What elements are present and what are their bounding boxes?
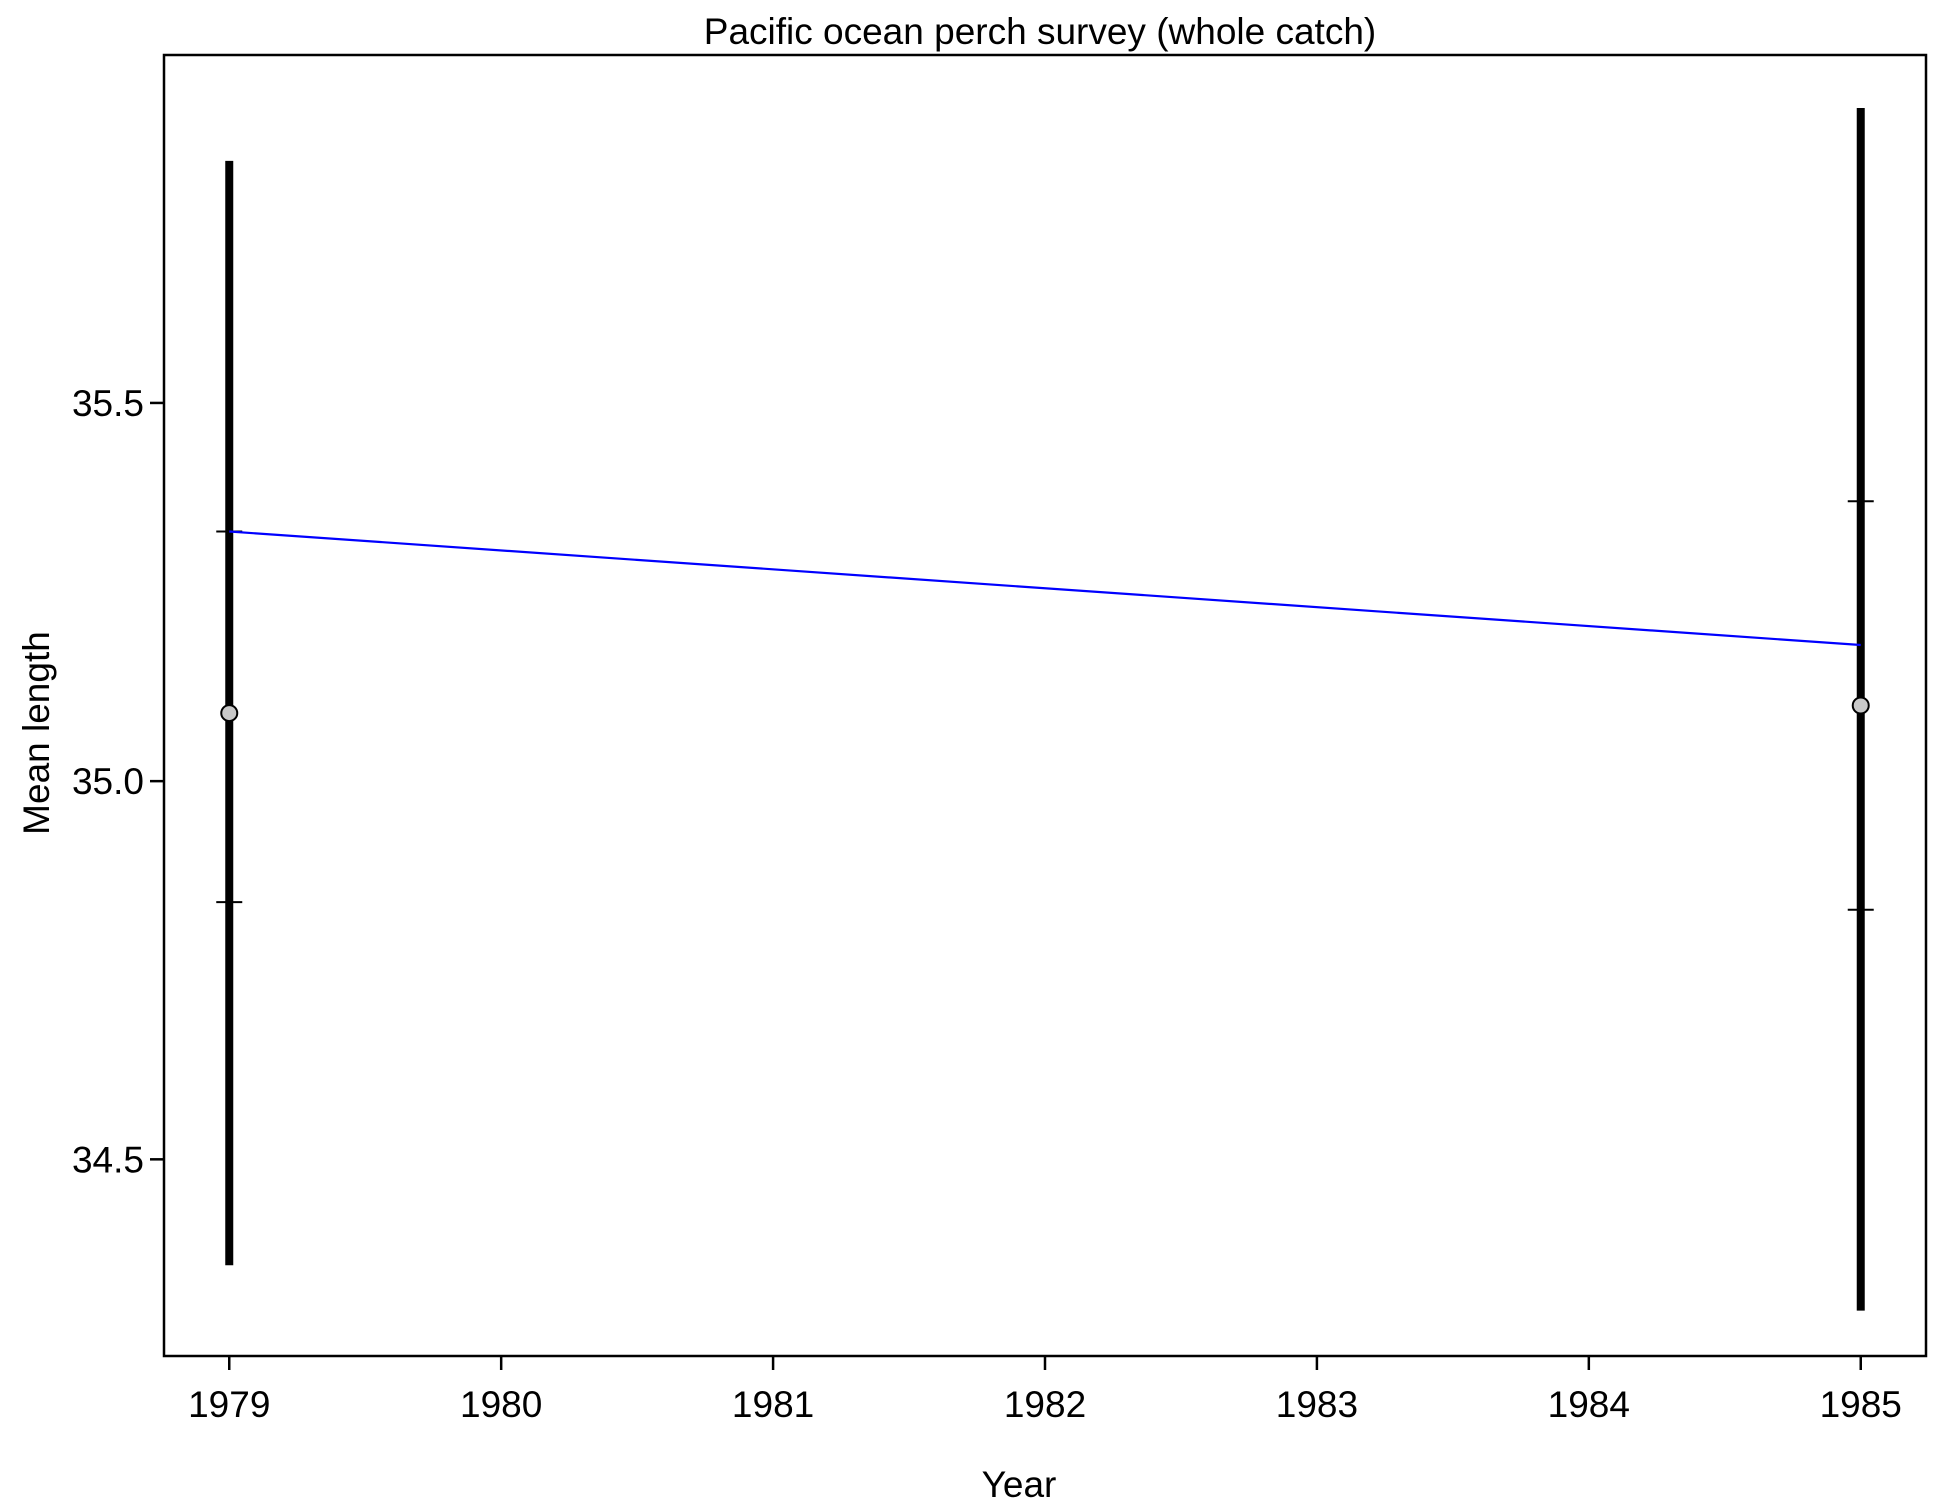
observed-mean-point bbox=[1851, 696, 1870, 715]
x-tick-label: 1981 bbox=[732, 1384, 814, 1425]
y-tick-label: 34.5 bbox=[72, 1139, 144, 1180]
plot-area bbox=[162, 53, 1928, 1358]
x-tick-label: 1984 bbox=[1548, 1384, 1630, 1425]
data-series bbox=[216, 107, 1874, 1311]
y-axis: 34.5 35.0 35.5 bbox=[72, 383, 164, 1180]
y-tick-label: 35.5 bbox=[72, 383, 144, 424]
x-tick-label: 1979 bbox=[188, 1384, 270, 1425]
fitted-line bbox=[229, 530, 1861, 647]
observed-mean-point bbox=[220, 704, 239, 723]
chart-title: Pacific ocean perch survey (whole catch) bbox=[704, 11, 1376, 52]
x-tick-label: 1985 bbox=[1820, 1384, 1902, 1425]
x-tick-label: 1983 bbox=[1276, 1384, 1358, 1425]
x-tick-label: 1982 bbox=[1004, 1384, 1086, 1425]
x-axis: 1979 1980 1981 1982 1983 1984 1985 bbox=[188, 1356, 1902, 1425]
y-axis-title: Mean length bbox=[16, 631, 57, 835]
y-tick-label: 35.0 bbox=[72, 761, 144, 802]
x-axis-title: Year bbox=[982, 1464, 1057, 1500]
x-tick-label: 1980 bbox=[460, 1384, 542, 1425]
